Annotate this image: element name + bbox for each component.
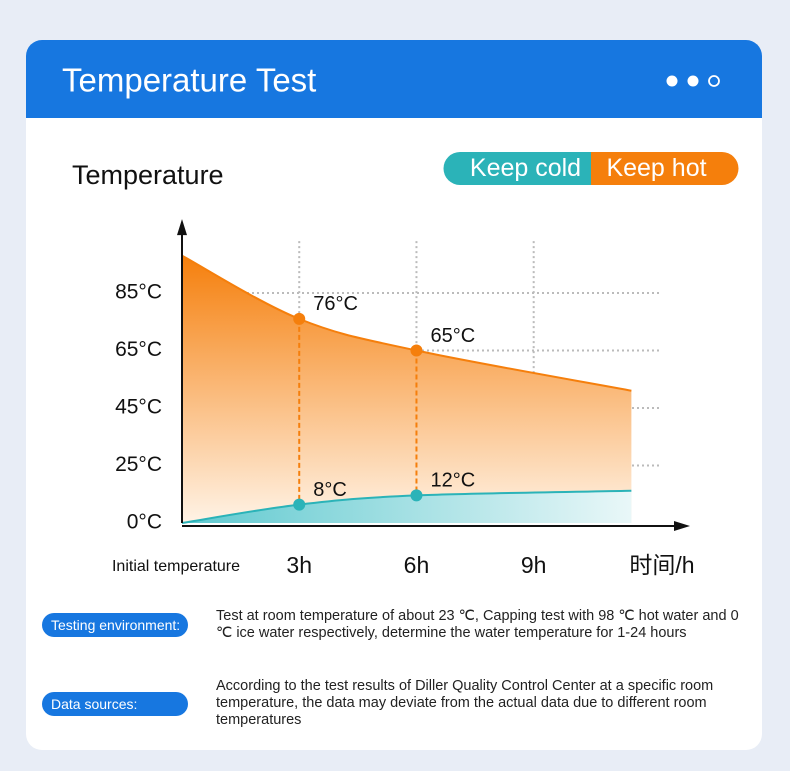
point (293, 498, 306, 511)
y-tick-label: 25°C (115, 453, 162, 476)
area (182, 490, 632, 523)
y-tick-label: 65°C (115, 338, 162, 361)
note-text: According to the test results of Diller … (216, 678, 714, 728)
x-tick-label: 6h (404, 552, 430, 578)
note-text: Test at room temperature of about 23 ℃, … (216, 608, 739, 641)
legend-swatch (460, 152, 591, 185)
legend-cap (705, 152, 739, 185)
y-tick-label: 45°C (115, 396, 162, 419)
dot (687, 75, 699, 87)
x-tick-label: 9h (521, 552, 547, 578)
data-label: 8°C (313, 479, 347, 501)
dot (666, 75, 678, 87)
legend-label: Keep hot (606, 154, 706, 182)
legend-label: Keep cold (470, 154, 581, 182)
y-axis-title: Temperature (72, 160, 224, 190)
note-label: Testing environment: (42, 613, 188, 637)
point (293, 312, 306, 325)
point (410, 344, 423, 357)
point (410, 489, 423, 502)
x-arrow (674, 521, 690, 531)
y-tick-label: 85°C (115, 281, 162, 304)
data-label: 12°C (430, 470, 475, 492)
legend-cap (443, 152, 477, 185)
x-axis-title: 时间/h (629, 552, 694, 578)
note: Testing environment: Test at room temper… (42, 608, 752, 642)
header-bar (26, 40, 762, 118)
y-tick-label: 0°C (127, 511, 162, 534)
line (181, 254, 632, 392)
note-label: Data sources: (42, 691, 188, 716)
header-title: Temperature Test (62, 62, 316, 99)
x-tick-label: Initial temperature (112, 558, 240, 575)
dot (708, 75, 720, 87)
data-label: 65°C (430, 325, 475, 347)
line (181, 489, 632, 524)
note: Data sources: According to the test resu… (42, 678, 752, 729)
legend-swatch (591, 152, 722, 185)
data-label: 76°C (313, 293, 358, 315)
area (182, 255, 632, 523)
y-arrow (177, 219, 187, 236)
x-tick-label: 3h (286, 552, 312, 578)
